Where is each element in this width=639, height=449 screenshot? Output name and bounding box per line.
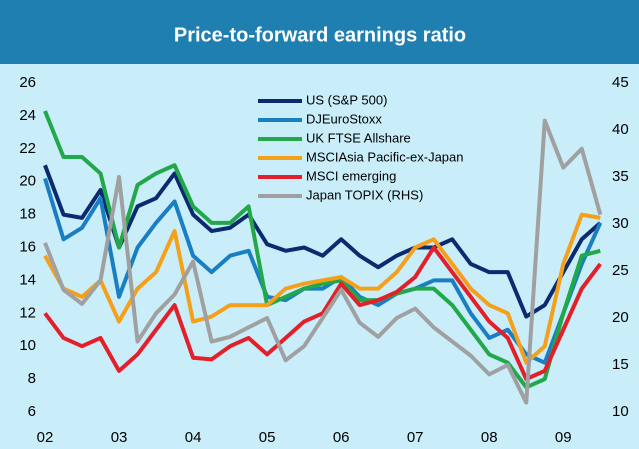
y-tick-label: 8 xyxy=(28,370,36,387)
series-line xyxy=(43,164,602,319)
y-tick-label: 6 xyxy=(28,403,36,420)
y-tick-label: 14 xyxy=(19,271,36,288)
y2-tick-label: 30 xyxy=(612,215,629,232)
series-line xyxy=(43,212,601,365)
legend-label: MSCIAsia Pacific-ex-Japan xyxy=(306,149,464,164)
y2-tick-label: 10 xyxy=(612,403,629,420)
x-tick-label: 03 xyxy=(111,429,128,446)
title-bar xyxy=(0,0,639,64)
x-tick-label: 09 xyxy=(555,429,572,446)
x-tick-label: 05 xyxy=(259,429,276,446)
y-tick-label: 10 xyxy=(19,337,36,354)
y-tick-label: 20 xyxy=(19,173,36,190)
y2-tick-label: 15 xyxy=(612,356,629,373)
y2-tick-label: 25 xyxy=(612,262,629,279)
y2-tick-label: 20 xyxy=(612,309,629,326)
x-tick-label: 02 xyxy=(37,429,54,446)
legend-label: US (S&P 500) xyxy=(306,92,387,107)
y-tick-label: 22 xyxy=(19,140,36,157)
y-tick-label: 12 xyxy=(19,304,36,321)
x-tick-label: 07 xyxy=(407,429,424,446)
y2-tick-label: 40 xyxy=(612,121,629,138)
x-tick-label: 06 xyxy=(333,429,350,446)
series-line xyxy=(43,118,603,405)
legend-label: UK FTSE Allshare xyxy=(306,130,411,145)
legend-label: MSCI emerging xyxy=(306,168,396,183)
y-tick-label: 18 xyxy=(19,206,36,223)
chart-title: Price-to-forward earnings ratio xyxy=(174,24,466,46)
y-tick-label: 24 xyxy=(19,107,36,124)
series-line xyxy=(43,110,601,390)
x-tick-label: 08 xyxy=(481,429,498,446)
y-tick-label: 26 xyxy=(19,74,36,91)
series-line xyxy=(43,177,603,365)
series-line xyxy=(43,245,602,382)
x-tick-label: 04 xyxy=(185,429,202,446)
y2-tick-label: 45 xyxy=(612,74,629,91)
legend-label: Japan TOPIX (RHS) xyxy=(306,187,423,202)
legend-label: DJEuroStoxx xyxy=(306,111,382,126)
y-tick-label: 16 xyxy=(19,238,36,255)
y2-tick-label: 35 xyxy=(612,168,629,185)
